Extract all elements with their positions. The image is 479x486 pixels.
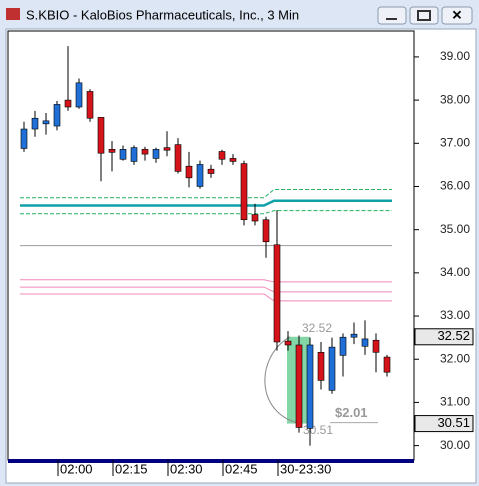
y-tick-label: 35.00 [440, 222, 470, 236]
close-icon: ✕ [452, 7, 463, 22]
candle-body [273, 244, 281, 343]
candle-body [185, 165, 193, 179]
x-tick-label: 02:30 [170, 461, 203, 476]
candle-body [317, 352, 325, 381]
candle-body [218, 151, 226, 160]
candle-body [229, 158, 237, 162]
y-tick-label: 37.00 [440, 135, 470, 149]
y-tick-label: 34.00 [440, 265, 470, 279]
app-icon [6, 8, 20, 20]
price-marker [414, 328, 474, 346]
candle-body [31, 117, 39, 130]
candle-body [141, 149, 149, 155]
candle-body [152, 149, 160, 159]
candle-body [53, 104, 61, 127]
candle-body [361, 338, 369, 347]
level-line [20, 199, 392, 207]
y-tick-label: 39.00 [440, 49, 470, 63]
candle-body [86, 91, 94, 119]
maximize-icon [417, 10, 431, 21]
y-tick-label: 33.00 [440, 308, 470, 322]
level-line [20, 210, 392, 215]
candle-body [306, 344, 314, 429]
y-tick-label: 36.00 [440, 179, 470, 193]
window-title: S.KBIO - KaloBios Pharmaceuticals, Inc.,… [26, 7, 299, 22]
minimize-button[interactable] [377, 6, 407, 25]
candle-body [339, 336, 347, 356]
candle-body [196, 164, 204, 187]
candle-body [108, 149, 116, 153]
candle-body [174, 144, 182, 172]
candle-body [75, 82, 83, 108]
y-tick-label: 31.00 [440, 395, 470, 409]
candle-body [64, 99, 72, 108]
candle-body [130, 147, 138, 162]
x-tick-label: 02:15 [115, 461, 148, 476]
level-line [20, 293, 392, 302]
measure-change: $2.01 [335, 405, 368, 420]
candle-body [240, 163, 248, 221]
scroll-bar [8, 459, 414, 463]
x-tick-label: 02:45 [225, 461, 258, 476]
candle-body [251, 214, 259, 222]
x-tick-label: 30-23:30 [280, 461, 331, 476]
candle-body [350, 333, 358, 338]
candle-body [97, 117, 105, 154]
price-marker [414, 415, 474, 433]
candle-body [284, 340, 292, 346]
candle-body [119, 149, 127, 160]
candle-body [163, 147, 171, 151]
maximize-button[interactable] [409, 6, 439, 25]
y-tick-label: 30.00 [440, 438, 470, 452]
level-line [20, 279, 392, 283]
candle-body [262, 219, 270, 243]
candle-body [295, 344, 303, 428]
candle-body [20, 128, 28, 149]
level-line [20, 189, 392, 199]
measure-high-label: 32.52 [302, 321, 332, 335]
level-line [20, 286, 392, 293]
price-marker-label: 30.51 [437, 415, 470, 430]
candle-body [372, 339, 380, 353]
close-button[interactable] [441, 6, 473, 25]
x-tick-label: 02:00 [60, 461, 93, 476]
candle-body [42, 120, 50, 125]
candle-body [383, 356, 391, 373]
price-marker-label: 32.52 [437, 328, 470, 343]
candle-body [207, 168, 215, 174]
candle-body [328, 346, 336, 391]
y-tick-label: 38.00 [440, 92, 470, 106]
measure-arc [264, 336, 301, 425]
y-tick-label: 32.00 [440, 351, 470, 365]
